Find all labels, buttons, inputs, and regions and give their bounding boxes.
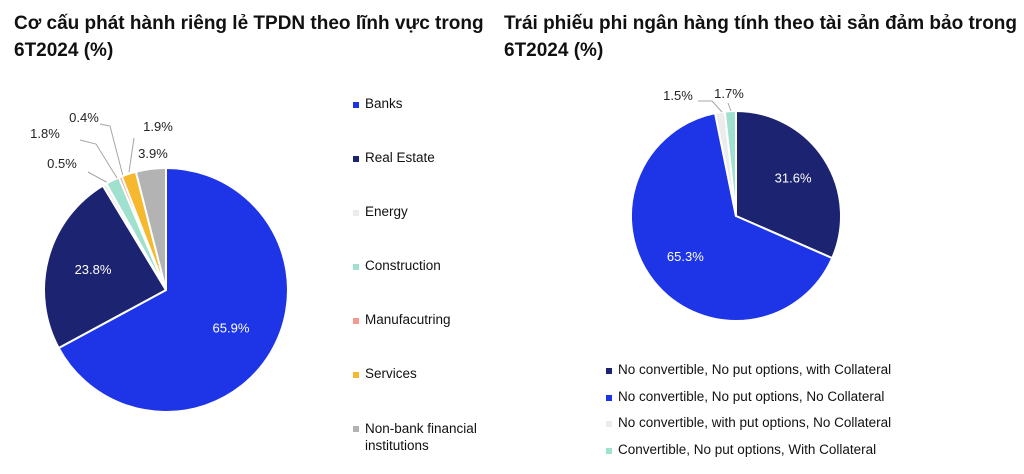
left-leader-line-5 [128, 137, 135, 173]
left-pie-slice-6 [134, 167, 167, 291]
right-data-label-1: 65.3% [667, 249, 704, 264]
left-leader-line-2 [87, 171, 109, 184]
left-data-label-5: 1.9% [143, 119, 173, 134]
left-legend-swatch [353, 426, 359, 432]
left-legend-swatch [353, 102, 359, 108]
left-chart-legend: Banks Real Estate Energy Construction Manufa… [353, 96, 503, 474]
left-legend-label: Services [365, 366, 417, 381]
right-pie-slice-1 [630, 112, 834, 322]
left-legend-swatch [353, 372, 359, 378]
left-legend-label: Construction [365, 258, 441, 273]
right-legend-swatch [606, 421, 612, 427]
right-legend-swatch [606, 394, 612, 401]
left-legend-item: Banks [353, 96, 503, 150]
right-chart-legend: No convertible, No put options, with Col… [606, 362, 891, 468]
left-leader-line-4 [99, 123, 124, 177]
right-legend-swatch [606, 368, 612, 374]
right-legend-item: Convertible, No put options, With Collat… [606, 442, 891, 469]
right-legend-label: No convertible, No put options, with Col… [618, 362, 892, 377]
left-legend-item: Manufacutring [353, 312, 503, 366]
right-legend-item: No convertible, No put options, No Colla… [606, 389, 891, 416]
left-chart-title: Cơ cấu phát hành riêng lẻ TPDN theo lĩnh… [14, 13, 484, 61]
right-data-label-3: 1.7% [714, 86, 744, 101]
left-legend-item: Services [353, 366, 503, 420]
left-legend-swatch [353, 318, 359, 324]
left-data-label-0: 65.9% [213, 321, 250, 336]
right-pie-slice-3 [723, 110, 737, 217]
right-legend-item: No convertible, No put options, with Col… [606, 362, 891, 389]
right-data-label-2: 1.5% [663, 88, 693, 103]
left-data-label-4: 0.4% [69, 110, 99, 125]
left-legend-label: Non-bank financial institutions [365, 421, 477, 453]
right-legend-item: No convertible, with put options, No Col… [606, 415, 891, 442]
left-legend-label: Real Estate [365, 150, 435, 165]
left-legend-item: Energy [353, 204, 503, 258]
left-legend-swatch [353, 210, 359, 216]
right-leader-line-3 [727, 102, 732, 112]
left-data-label-2: 0.5% [47, 156, 77, 171]
left-pie-slice-1 [43, 184, 167, 350]
right-pie-slice-0 [735, 110, 842, 260]
left-data-label-6: 3.9% [138, 146, 168, 161]
right-legend-label: No convertible, No put options, No Colla… [618, 388, 885, 404]
left-legend-label: Energy [365, 204, 408, 219]
left-data-label-3: 1.8% [30, 126, 60, 141]
right-legend-label: No convertible, with put options, No Col… [618, 415, 892, 430]
left-legend-item: Real Estate [353, 150, 503, 204]
right-legend-label: Convertible, No put options, With Collat… [618, 441, 877, 457]
left-pie-slice-0 [57, 167, 289, 413]
left-legend-item: Non-bank financial institutions [353, 420, 503, 474]
left-legend-swatch [353, 156, 359, 162]
left-leader-line-3 [79, 139, 118, 179]
right-leader-line-2 [698, 100, 723, 113]
left-legend-swatch [353, 264, 359, 270]
left-legend-item: Construction [353, 258, 503, 312]
right-data-label-0: 31.6% [775, 171, 812, 186]
left-legend-label: Manufacutring [365, 312, 451, 327]
left-legend-label: Banks [365, 96, 403, 111]
right-chart-title: Trái phiếu phi ngân hàng tính theo tài s… [504, 13, 1018, 61]
left-data-label-1: 23.8% [75, 262, 112, 277]
right-legend-swatch [606, 447, 612, 454]
